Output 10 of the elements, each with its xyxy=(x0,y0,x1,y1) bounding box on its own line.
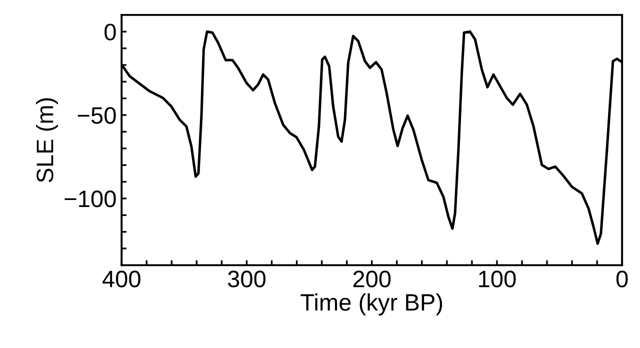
y-tick-label: −50 xyxy=(78,107,116,124)
y-axis-title: SLE (m) xyxy=(36,98,58,182)
y-tick-label: −100 xyxy=(64,190,116,208)
x-tick-label: 0 xyxy=(616,270,628,288)
x-tick-label: 100 xyxy=(479,270,516,288)
x-tick-label: 400 xyxy=(102,270,140,288)
x-tick-label: 200 xyxy=(353,270,391,288)
x-axis-title: Time (kyr BP) xyxy=(300,293,442,316)
x-tick-label: 300 xyxy=(228,270,266,288)
y-tick-label: 0 xyxy=(104,24,116,40)
